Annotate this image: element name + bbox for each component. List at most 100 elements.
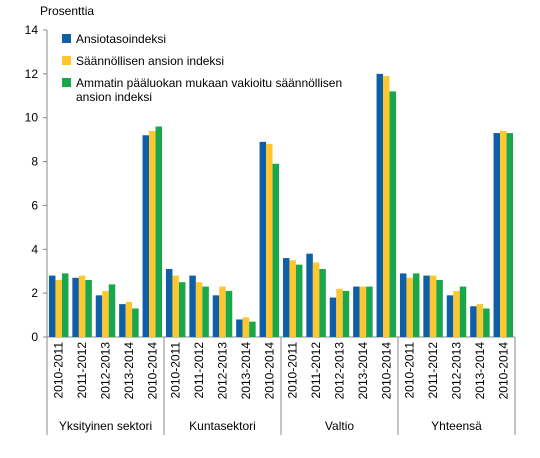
bar: [119, 304, 126, 337]
bar: [453, 290, 460, 337]
bar: [61, 273, 69, 337]
y-tick-label: 2: [31, 286, 38, 300]
x-tick-label: 2013-2014: [239, 342, 253, 400]
group-label: Yksityinen sektori: [59, 419, 152, 433]
x-tick-label: 2013-2014: [473, 342, 487, 400]
y-axis-label: Prosenttia: [40, 4, 94, 18]
bar: [125, 301, 133, 337]
bar: [142, 135, 150, 337]
bar: [446, 295, 454, 337]
bar: [189, 275, 196, 337]
x-tick-label: 2011-2012: [309, 342, 323, 399]
y-tick-label: 6: [31, 198, 38, 212]
bar: [319, 269, 326, 337]
bar: [366, 286, 373, 337]
y-tick-label: 10: [25, 111, 39, 125]
bar: [72, 277, 79, 337]
x-tick-label: 2010-2011: [52, 342, 66, 399]
x-tick-label: 2010-2011: [403, 342, 417, 399]
bar: [342, 290, 350, 337]
x-tick-label: 2011-2012: [192, 342, 206, 399]
legend-item: Ansiotasoindeksi: [62, 32, 366, 46]
bar: [219, 286, 226, 337]
bar: [289, 260, 296, 337]
bar: [353, 286, 360, 337]
bar: [236, 319, 243, 337]
bar: [506, 133, 514, 337]
legend-swatch: [62, 34, 71, 43]
bar: [102, 290, 109, 337]
legend-label: Säännöllisen ansion indeksi: [76, 54, 225, 68]
x-tick-label: 2012-2013: [216, 342, 230, 400]
bar: [282, 258, 290, 337]
legend: Ansiotasoindeksi Säännöllisen ansion inde…: [62, 32, 366, 112]
legend-label: Ammatin pääluokan mukaan vakioitu säännö…: [76, 76, 343, 104]
bar: [225, 290, 233, 337]
bar: [470, 306, 477, 337]
bar: [85, 279, 92, 337]
bar: [376, 73, 384, 337]
bar: [476, 304, 484, 337]
bar: [149, 130, 156, 337]
bar: [383, 76, 390, 338]
legend-item: Säännöllisen ansion indeksi: [62, 54, 366, 68]
bar: [259, 141, 267, 337]
bar: [165, 269, 173, 337]
bar: [48, 275, 56, 337]
y-tick-label: 0: [31, 330, 38, 344]
x-tick-label: 2010-2011: [286, 342, 300, 399]
bar: [500, 130, 507, 337]
bar: [295, 264, 303, 337]
bar: [195, 282, 203, 337]
y-tick-label: 8: [31, 155, 38, 169]
bar: [483, 308, 490, 337]
bar: [132, 308, 139, 337]
x-tick-label: 2010-2014: [496, 342, 510, 400]
bar: [329, 297, 337, 337]
group-label: Valtio: [325, 419, 354, 433]
group-label: Kuntasektori: [189, 419, 256, 433]
bar: [436, 279, 443, 337]
x-tick-label: 2010-2011: [169, 342, 183, 399]
bar: [306, 253, 313, 337]
y-tick-label: 14: [25, 23, 39, 37]
x-tick-label: 2010-2014: [145, 342, 159, 400]
bar: [423, 275, 430, 337]
bar: [249, 321, 256, 337]
bar: [406, 277, 413, 337]
x-tick-label: 2012-2013: [450, 342, 464, 400]
bar: [202, 286, 209, 337]
y-tick-label: 4: [31, 242, 38, 256]
x-tick-label: 2010-2014: [262, 342, 276, 400]
bar: [172, 275, 179, 337]
x-tick-label: 2010-2014: [379, 342, 393, 400]
bar: [412, 273, 420, 337]
bar: [78, 275, 86, 337]
legend-label: Ansiotasoindeksi: [76, 32, 167, 46]
bar: [312, 262, 320, 337]
bar: [429, 275, 437, 337]
bar: [459, 286, 467, 337]
x-tick-label: 2012-2013: [333, 342, 347, 400]
bar: [178, 282, 186, 337]
bar: [336, 288, 343, 337]
bar: [155, 126, 163, 337]
bar: [55, 279, 62, 337]
x-tick-label: 2012-2013: [99, 342, 113, 400]
group-label: Yhteensä: [431, 419, 482, 433]
bar: [359, 286, 367, 337]
x-tick-label: 2011-2012: [75, 342, 89, 399]
bar: [242, 317, 250, 337]
y-tick-label: 12: [25, 67, 39, 81]
legend-item: Ammatin pääluokan mukaan vakioitu säännö…: [62, 76, 366, 104]
x-tick-label: 2011-2012: [426, 342, 440, 399]
bar: [266, 144, 273, 337]
bar: [108, 284, 116, 337]
bar: [95, 295, 103, 337]
bar: [493, 133, 501, 337]
legend-swatch: [62, 56, 71, 65]
legend-swatch: [62, 78, 71, 87]
bar: [272, 163, 280, 337]
